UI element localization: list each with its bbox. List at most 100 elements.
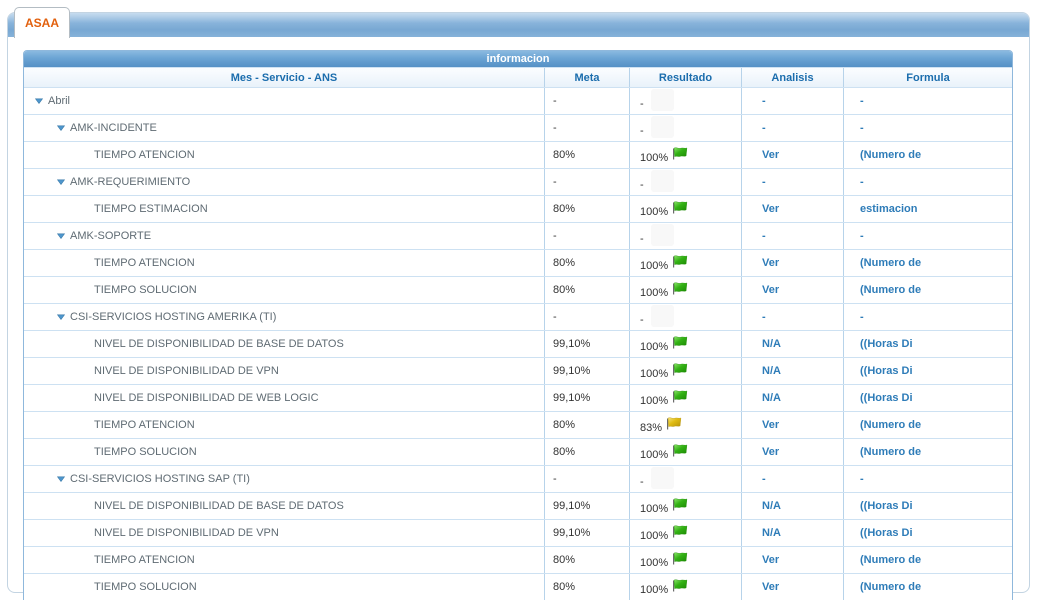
meta-value: 80% [544, 412, 629, 438]
table-row: TIEMPO ATENCION 80% 100% Ver (Numero de [24, 546, 1012, 573]
row-label-cell: NIVEL DE DISPONIBILIDAD DE BASE DE DATOS [24, 493, 544, 519]
row-label-cell: AMK-INCIDENTE [24, 115, 544, 141]
formula-value[interactable]: (Numero de [843, 277, 1012, 303]
column-header-mes-servicio-ans: Mes - Servicio - ANS [230, 71, 338, 84]
meta-value: 99,10% [544, 493, 629, 519]
row-label-cell: NIVEL DE DISPONIBILIDAD DE VPN [24, 520, 544, 546]
analisis-value[interactable]: Ver [741, 439, 843, 465]
content-panel: ASAA informacion Mes - Servicio - ANS Me… [7, 7, 1030, 600]
tab-asaa[interactable]: ASAA [14, 7, 70, 38]
green-flag-icon [671, 551, 688, 566]
formula-value[interactable]: ((Horas Di [843, 385, 1012, 411]
row-label: CSI-SERVICIOS HOSTING SAP (TI) [70, 473, 250, 485]
analisis-value[interactable]: Ver [741, 412, 843, 438]
row-label-cell: AMK-REQUERIMIENTO [24, 169, 544, 195]
collapse-triangle-icon[interactable] [57, 233, 65, 239]
row-label-cell: TIEMPO ATENCION [24, 250, 544, 276]
empty-result-placeholder [650, 116, 674, 138]
empty-result-placeholder [650, 170, 674, 192]
meta-value: - [544, 88, 629, 114]
table-row: NIVEL DE DISPONIBILIDAD DE BASE DE DATOS… [24, 330, 1012, 357]
row-label-cell: AMK-SOPORTE [24, 223, 544, 249]
green-flag-icon [671, 524, 688, 539]
empty-result-placeholder [650, 224, 674, 246]
collapse-triangle-icon[interactable] [35, 98, 43, 104]
table-body: Abril - - - - AMK-INCIDENTE - - - - TIEM… [24, 87, 1012, 600]
green-flag-icon [671, 497, 688, 512]
formula-value: - [843, 115, 1012, 141]
resultado-value: 100% [640, 287, 669, 299]
row-label-cell: NIVEL DE DISPONIBILIDAD DE VPN [24, 358, 544, 384]
formula-value[interactable]: (Numero de [843, 142, 1012, 168]
table-row: NIVEL DE DISPONIBILIDAD DE BASE DE DATOS… [24, 492, 1012, 519]
row-label-cell: CSI-SERVICIOS HOSTING AMERIKA (TI) [24, 304, 544, 330]
formula-value[interactable]: ((Horas Di [843, 493, 1012, 519]
analisis-value[interactable]: Ver [741, 574, 843, 600]
analisis-value: - [741, 466, 843, 492]
resultado-cell: - [629, 88, 741, 114]
meta-value: - [544, 115, 629, 141]
table-row: TIEMPO SOLUCION 80% 100% Ver (Numero de [24, 276, 1012, 303]
meta-value: 80% [544, 574, 629, 600]
analisis-value[interactable]: Ver [741, 142, 843, 168]
resultado-value: 100% [640, 260, 669, 272]
meta-value: 99,10% [544, 520, 629, 546]
row-label: NIVEL DE DISPONIBILIDAD DE WEB LOGIC [94, 392, 319, 404]
resultado-value: 100% [640, 584, 669, 596]
tab-strip: ASAA [8, 7, 1029, 38]
analisis-value[interactable]: Ver [741, 250, 843, 276]
formula-value[interactable]: ((Horas Di [843, 520, 1012, 546]
resultado-value: - [640, 476, 644, 488]
resultado-cell: - [629, 223, 741, 249]
resultado-value: 83% [640, 422, 663, 434]
formula-value[interactable]: ((Horas Di [843, 331, 1012, 357]
collapse-triangle-icon[interactable] [57, 476, 65, 482]
row-label: NIVEL DE DISPONIBILIDAD DE BASE DE DATOS [94, 338, 344, 350]
meta-value: 80% [544, 547, 629, 573]
formula-value[interactable]: estimacion [843, 196, 1012, 222]
formula-value[interactable]: (Numero de [843, 250, 1012, 276]
resultado-value: 100% [640, 557, 669, 569]
empty-result-placeholder [650, 305, 674, 327]
formula-value[interactable]: (Numero de [843, 412, 1012, 438]
table-row: AMK-SOPORTE - - - - [24, 222, 1012, 249]
row-label: TIEMPO ATENCION [94, 419, 195, 431]
resultado-value: 100% [640, 341, 669, 353]
resultado-cell: 100% [629, 574, 741, 600]
resultado-value: - [640, 233, 644, 245]
empty-result-placeholder [650, 467, 674, 489]
analisis-value[interactable]: Ver [741, 196, 843, 222]
meta-value: 80% [544, 250, 629, 276]
row-label-cell: NIVEL DE DISPONIBILIDAD DE BASE DE DATOS [24, 331, 544, 357]
formula-value[interactable]: (Numero de [843, 574, 1012, 600]
row-label: NIVEL DE DISPONIBILIDAD DE VPN [94, 527, 279, 539]
column-header-row: Mes - Servicio - ANS Meta Resultado Anal… [24, 67, 1012, 87]
resultado-value: 100% [640, 530, 669, 542]
collapse-triangle-icon[interactable] [57, 179, 65, 185]
table-row: Abril - - - - [24, 87, 1012, 114]
formula-value[interactable]: (Numero de [843, 547, 1012, 573]
row-label-cell: TIEMPO ATENCION [24, 412, 544, 438]
meta-value: 99,10% [544, 385, 629, 411]
meta-value: - [544, 304, 629, 330]
green-flag-icon [671, 200, 688, 215]
resultado-cell: 100% [629, 520, 741, 546]
table-row: CSI-SERVICIOS HOSTING SAP (TI) - - - - [24, 465, 1012, 492]
row-label-cell: NIVEL DE DISPONIBILIDAD DE WEB LOGIC [24, 385, 544, 411]
empty-result-placeholder [650, 89, 674, 111]
row-label: NIVEL DE DISPONIBILIDAD DE BASE DE DATOS [94, 500, 344, 512]
formula-value[interactable]: ((Horas Di [843, 358, 1012, 384]
formula-value[interactable]: (Numero de [843, 439, 1012, 465]
row-label-cell: TIEMPO ATENCION [24, 547, 544, 573]
analisis-value[interactable]: Ver [741, 547, 843, 573]
analisis-value[interactable]: Ver [741, 277, 843, 303]
meta-value: 80% [544, 196, 629, 222]
collapse-triangle-icon[interactable] [57, 125, 65, 131]
collapse-triangle-icon[interactable] [57, 314, 65, 320]
analisis-value: N/A [741, 358, 843, 384]
table-title: informacion [24, 51, 1012, 67]
row-label: AMK-SOPORTE [70, 230, 152, 242]
row-label: TIEMPO ATENCION [94, 554, 195, 566]
row-label: TIEMPO ATENCION [94, 257, 195, 269]
row-label-cell: TIEMPO ATENCION [24, 142, 544, 168]
